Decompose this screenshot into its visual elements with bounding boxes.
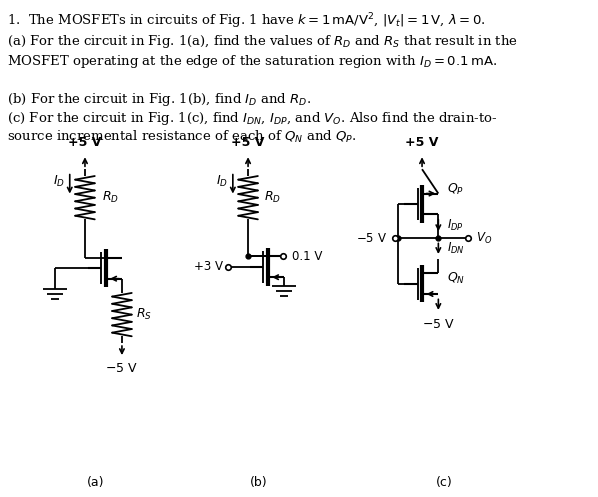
- Text: MOSFET operating at the edge of the saturation region with $I_D = 0.1\,\mathrm{m: MOSFET operating at the edge of the satu…: [7, 53, 498, 70]
- Text: (c): (c): [435, 477, 452, 490]
- Text: source incremental resistance of each of $Q_N$ and $Q_P$.: source incremental resistance of each of…: [7, 129, 357, 145]
- Text: 0.1 V: 0.1 V: [292, 250, 322, 263]
- Text: $R_D$: $R_D$: [102, 190, 120, 205]
- Text: $-5\ \mathrm{V}$: $-5\ \mathrm{V}$: [105, 362, 138, 375]
- Text: (a) For the circuit in Fig. 1(a), find the values of $R_D$ and $R_S$ that result: (a) For the circuit in Fig. 1(a), find t…: [7, 33, 518, 50]
- Text: $-5\ \mathrm{V}$: $-5\ \mathrm{V}$: [422, 318, 455, 331]
- Text: (b) For the circuit in Fig. 1(b), find $I_D$ and $R_D$.: (b) For the circuit in Fig. 1(b), find $…: [7, 91, 312, 108]
- Text: $I_D$: $I_D$: [216, 174, 228, 189]
- Text: +3 V: +3 V: [194, 260, 222, 273]
- Text: $Q_N$: $Q_N$: [447, 271, 465, 286]
- Text: $-5\ \mathrm{V}$: $-5\ \mathrm{V}$: [356, 232, 387, 245]
- Text: +5 V: +5 V: [68, 136, 102, 150]
- Text: 1.  The MOSFETs in circuits of Fig. 1 have $k = 1\,\mathrm{mA/V^2}$, $|V_t| = 1\: 1. The MOSFETs in circuits of Fig. 1 hav…: [7, 11, 486, 31]
- Text: (a): (a): [87, 477, 105, 490]
- Text: $Q_P$: $Q_P$: [447, 182, 463, 197]
- Text: $R_S$: $R_S$: [136, 307, 151, 322]
- Text: (b): (b): [250, 477, 268, 490]
- Text: $I_D$: $I_D$: [53, 174, 65, 189]
- Text: $R_D$: $R_D$: [264, 190, 282, 205]
- Text: +5 V: +5 V: [405, 136, 439, 150]
- Text: (c) For the circuit in Fig. 1(c), find $I_{DN}$, $I_{DP}$, and $V_O$. Also find : (c) For the circuit in Fig. 1(c), find $…: [7, 110, 498, 127]
- Text: +5 V: +5 V: [231, 136, 265, 150]
- Text: $I_{DP}$: $I_{DP}$: [447, 218, 463, 233]
- Text: $I_{DN}$: $I_{DN}$: [447, 242, 464, 256]
- Text: $V_O$: $V_O$: [477, 231, 493, 246]
